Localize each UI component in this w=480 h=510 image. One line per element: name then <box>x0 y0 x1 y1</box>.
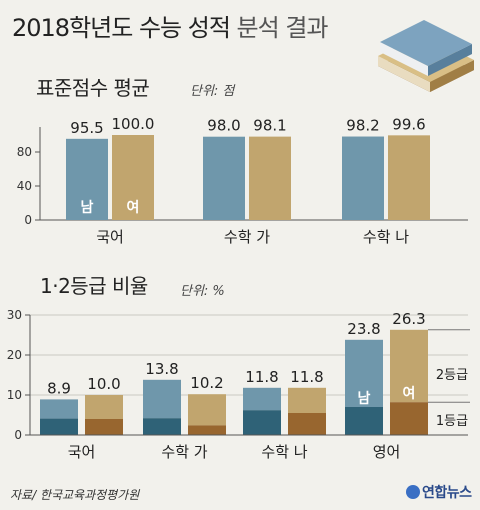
legend-label-female: 여 <box>127 199 140 216</box>
brand-logo: 연합뉴스 <box>406 482 472 502</box>
legend-grade1: 1등급 <box>436 414 468 429</box>
category-label: 국어 <box>68 443 96 461</box>
bar-grade1-male <box>40 418 78 435</box>
bar-grade2-female <box>288 387 326 413</box>
data-label: 100.0 <box>112 115 155 133</box>
bar-grade2-female <box>85 395 123 419</box>
bar-grade1-male <box>243 410 281 435</box>
data-label: 11.8 <box>290 368 323 386</box>
bar-female <box>249 136 291 220</box>
bar-male <box>203 136 245 220</box>
y-tick-label: 0 <box>24 213 32 227</box>
source-note: 자료/ 한국교육과정평가원 <box>10 488 140 502</box>
legend-label-male: 남 <box>81 199 94 216</box>
chart1-unit: 단위: 점 <box>190 84 235 99</box>
title-light: 분석 결과 <box>236 14 329 42</box>
bar-grade2-male <box>40 399 78 419</box>
data-label: 99.6 <box>392 115 425 133</box>
legend-label-male: 남 <box>358 390 371 407</box>
data-label: 95.5 <box>70 119 103 137</box>
bar-grade1-male <box>143 418 181 435</box>
bar-grade2-male <box>345 339 383 407</box>
bar-grade2-female <box>390 329 428 403</box>
bar-grade1-female <box>85 419 123 435</box>
category-label: 수학 가 <box>161 443 207 461</box>
chart2-plot: 0 10 20 30 8.9 10.0 국어 13.8 10.2 수학 가 11.8 11.8 수학 나… <box>7 308 470 461</box>
data-label: 11.8 <box>245 368 278 386</box>
data-label: 98.2 <box>346 117 379 135</box>
legend-label-female: 여 <box>403 385 416 402</box>
logo-text: 연합뉴스 <box>422 485 472 501</box>
y-tick-label: 10 <box>7 388 22 402</box>
bar-grade2-male <box>243 387 281 411</box>
data-label: 23.8 <box>347 320 380 338</box>
data-label: 13.8 <box>145 360 178 378</box>
bar-grade2-female <box>188 394 226 426</box>
bar-female <box>112 135 154 220</box>
category-label: 국어 <box>96 228 124 246</box>
data-label: 98.1 <box>253 117 286 135</box>
y-tick-label: 40 <box>17 179 32 193</box>
y-tick-label: 20 <box>7 348 22 362</box>
data-label: 98.0 <box>207 117 240 135</box>
category-label: 수학 나 <box>261 443 307 461</box>
y-tick-label: 30 <box>7 308 22 322</box>
data-label: 26.3 <box>392 310 425 328</box>
chart1-title: 표준점수 평균 <box>36 76 150 100</box>
bar-grade1-female <box>288 413 326 435</box>
y-tick-label: 0 <box>14 428 22 442</box>
data-label: 10.0 <box>87 375 120 393</box>
page-title: 2018학년도 수능 성적 분석 결과 <box>12 8 328 43</box>
data-label: 10.2 <box>190 374 223 392</box>
chart1-plot: 0 40 80 95.5 남 100.0 여국어 98.0 98.1 수학 가 98.2 99.6 수학… <box>17 115 468 246</box>
title-bold: 2018학년도 수능 성적 <box>12 14 231 42</box>
bar-male <box>342 136 384 220</box>
data-label: 8.9 <box>47 379 71 397</box>
legend-grade2: 2등급 <box>436 368 468 383</box>
category-label: 수학 가 <box>224 228 270 246</box>
books-icon <box>378 20 474 92</box>
bar-female <box>388 135 430 220</box>
chart2-title: 1·2등급 비율 <box>40 274 148 298</box>
bar-grade1-female <box>188 425 226 435</box>
bar-grade2-male <box>143 379 181 419</box>
y-tick-label: 80 <box>17 145 32 159</box>
bar-male <box>66 138 108 220</box>
bar-grade1-male <box>345 407 383 435</box>
bar-grade1-female <box>390 402 428 435</box>
category-label: 수학 나 <box>363 228 409 246</box>
category-label: 영어 <box>373 443 401 461</box>
logo-icon <box>406 485 420 499</box>
chart2-unit: 단위: % <box>180 284 225 299</box>
